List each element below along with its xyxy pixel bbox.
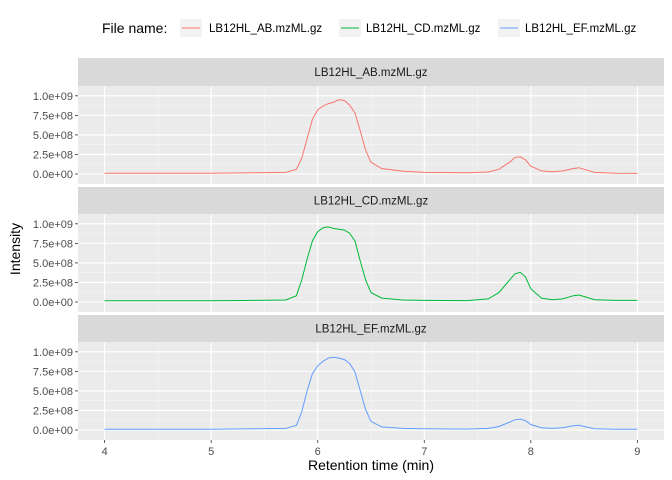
x-tick-label: 6 <box>315 446 321 458</box>
y-tick-label: 2.5e+08 <box>33 277 73 289</box>
y-tick-label: 2.5e+08 <box>33 149 73 161</box>
legend-label: LB12HL_EF.mzML.gz <box>525 23 636 35</box>
y-tick-label: 2.5e+08 <box>33 405 73 417</box>
x-tick-label: 8 <box>528 446 534 458</box>
y-tick-label: 0.0e+00 <box>33 169 73 181</box>
y-tick-label: 0.0e+00 <box>33 425 73 437</box>
y-tick-label: 7.5e+08 <box>33 238 73 250</box>
y-tick-label: 7.5e+08 <box>33 110 73 122</box>
y-axis-title: Intensity <box>7 223 23 275</box>
facet-strip-label: LB12HL_AB.mzML.gz <box>314 67 427 79</box>
x-axis-title: Retention time (min) <box>308 457 434 473</box>
legend-label: LB12HL_AB.mzML.gz <box>209 23 322 35</box>
facet-strip <box>78 187 664 214</box>
facet-strip-label: LB12HL_CD.mzML.gz <box>314 196 429 208</box>
facet-strip-label: LB12HL_EF.mzML.gz <box>315 324 426 336</box>
facet-strip <box>78 315 664 342</box>
series-line-1 <box>104 99 638 174</box>
legend-title: File name: <box>102 20 167 36</box>
series-line-3 <box>104 356 638 430</box>
y-tick-label: 0.0e+00 <box>33 297 73 309</box>
y-tick-label: 5.0e+08 <box>33 258 73 270</box>
y-tick-label: 1.0e+09 <box>33 91 73 103</box>
x-tick-label: 5 <box>208 446 214 458</box>
series-line-2 <box>104 226 638 302</box>
facet-strip <box>78 58 664 86</box>
y-tick-label: 5.0e+08 <box>33 130 73 142</box>
x-tick-label: 9 <box>634 446 640 458</box>
x-tick-label: 4 <box>102 446 108 458</box>
legend-label: LB12HL_CD.mzML.gz <box>366 23 481 35</box>
x-tick-label: 7 <box>421 446 427 458</box>
y-tick-label: 1.0e+09 <box>33 347 73 359</box>
y-tick-label: 1.0e+09 <box>33 219 73 231</box>
y-tick-label: 5.0e+08 <box>33 386 73 398</box>
y-tick-label: 7.5e+08 <box>33 366 73 378</box>
